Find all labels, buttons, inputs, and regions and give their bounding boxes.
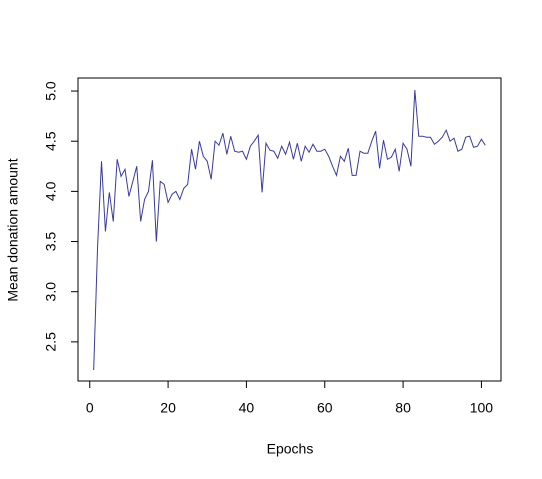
x-tick-label: 60 [317, 400, 333, 416]
x-tick-label: 100 [470, 400, 494, 416]
data-line [93, 89, 486, 370]
x-tick-label: 0 [86, 400, 94, 416]
y-tick-label: 3.0 [43, 282, 59, 302]
y-axis-label: Mean donation amount [5, 158, 21, 301]
x-tick-label: 80 [395, 400, 411, 416]
y-tick-label: 2.5 [43, 332, 59, 352]
x-tick-label: 20 [160, 400, 176, 416]
x-tick-label: 40 [239, 400, 255, 416]
y-tick-label: 4.0 [43, 181, 59, 201]
y-tick-label: 5.0 [43, 81, 59, 101]
y-tick-label: 4.5 [43, 131, 59, 151]
y-tick-label: 3.5 [43, 232, 59, 252]
x-axis-label: Epochs [267, 441, 314, 457]
plot-box [77, 77, 502, 382]
